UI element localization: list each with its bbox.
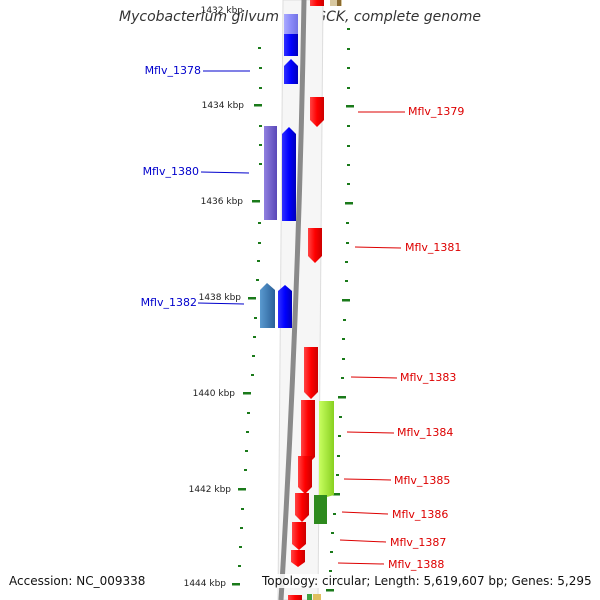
gene-arrow (284, 14, 298, 34)
forward-genes (288, 97, 324, 600)
gene-label-mflv-1378[interactable]: Mflv_1378 (145, 64, 201, 77)
tick-label-1438: 1438 kbp (199, 293, 242, 303)
gene-arrow (282, 127, 296, 221)
gene-arrow (264, 126, 277, 220)
gene-label-mflv-1383[interactable]: Mflv_1383 (400, 371, 456, 384)
reverse-genes (260, 14, 298, 328)
gene-label-mflv-1381[interactable]: Mflv_1381 (405, 241, 461, 254)
gene-arrow (319, 401, 334, 497)
position-ticks (232, 28, 354, 592)
gene-arrow (310, 97, 324, 127)
gene-arrow (288, 595, 302, 600)
gene-label-mflv-1380[interactable]: Mflv_1380 (143, 165, 199, 178)
gene-label-mflv-1387[interactable]: Mflv_1387 (390, 536, 446, 549)
gene-arrow (295, 493, 309, 522)
gene-arrow (304, 347, 318, 399)
gene-label-mflv-1386[interactable]: Mflv_1386 (392, 508, 448, 521)
tick-label-1432: 1432 kbp (201, 6, 244, 16)
leader-lines (197, 70, 405, 565)
gene-arrow-top-tan (330, 0, 342, 6)
gene-arrow (307, 594, 312, 600)
tick-label-1440: 1440 kbp (193, 389, 236, 399)
tick-label-1444: 1444 kbp (184, 579, 227, 589)
topology-text: Topology: circular; Length: 5,619,607 bp… (262, 574, 592, 588)
accession-text: Accession: NC_009338 (9, 574, 146, 588)
gene-label-mflv-1382[interactable]: Mflv_1382 (141, 296, 197, 309)
gene-arrow (292, 522, 306, 550)
tick-label-1436: 1436 kbp (201, 197, 244, 207)
gene-label-mflv-1385[interactable]: Mflv_1385 (394, 474, 450, 487)
gene-arrow (314, 495, 327, 524)
gene-arrow (260, 283, 275, 328)
gene-arrow (291, 550, 305, 567)
gene-arrow (278, 285, 292, 328)
gene-arrow (284, 59, 298, 84)
gene-arrow (308, 228, 322, 263)
gene-arrow-top-red (310, 0, 324, 6)
tick-label-1442: 1442 kbp (189, 485, 232, 495)
gene-label-mflv-1388[interactable]: Mflv_1388 (388, 558, 444, 571)
gene-arrow (301, 400, 315, 464)
tick-label-1434: 1434 kbp (202, 101, 245, 111)
gene-arrow (298, 456, 312, 494)
gene-label-mflv-1379[interactable]: Mflv_1379 (408, 105, 464, 118)
gene-label-mflv-1384[interactable]: Mflv_1384 (397, 426, 453, 439)
gene-arrow-top-brown (337, 0, 341, 6)
gene-arrow (313, 594, 321, 600)
genome-backbone (278, 0, 307, 600)
